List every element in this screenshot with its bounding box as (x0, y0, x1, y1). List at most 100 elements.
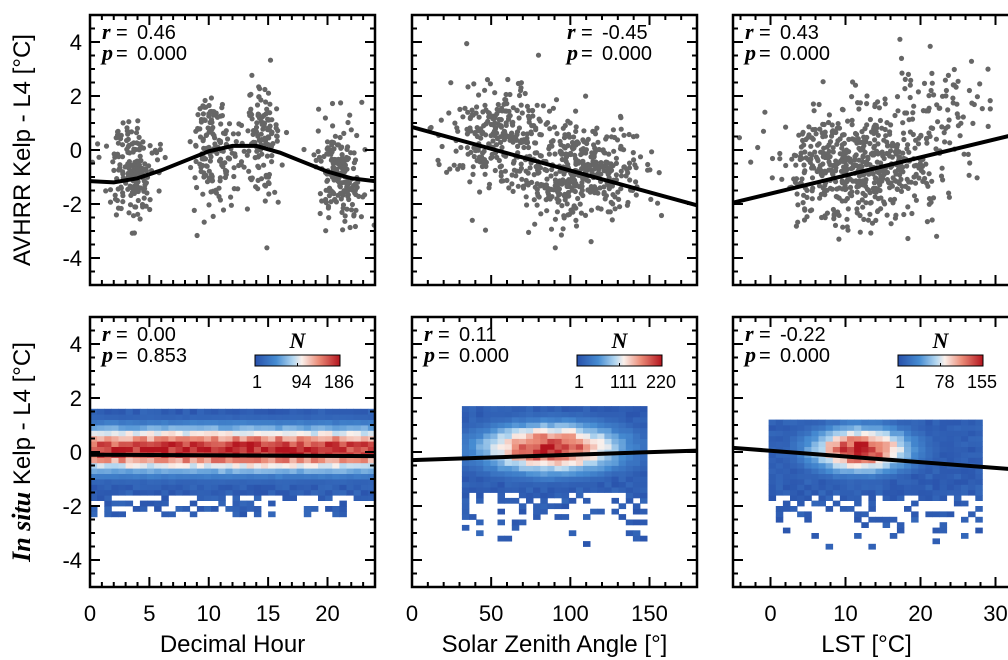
heatmap-cell (139, 457, 148, 464)
heatmap-cell (332, 414, 340, 420)
scatter-point (904, 176, 910, 182)
heatmap-cell (111, 479, 119, 485)
heatmap-cell (832, 462, 841, 469)
heatmap-cell (511, 497, 520, 504)
scatter-point (841, 167, 847, 173)
heatmap-cell (953, 479, 962, 485)
heatmap-cell (526, 406, 534, 412)
scatter-point (920, 108, 927, 114)
heatmap-cell (961, 473, 969, 480)
heatmap-cell (490, 449, 498, 456)
scatter-point (525, 180, 532, 186)
scatter-point (836, 236, 842, 242)
heatmap-cell (604, 460, 612, 466)
heatmap-cell (911, 516, 919, 523)
heatmap-cell (775, 484, 784, 491)
scatter-point (879, 149, 885, 155)
heatmap-cell (904, 484, 912, 491)
heatmap-cell (296, 414, 305, 420)
heatmap-cell (904, 479, 912, 485)
heatmap-cell (832, 484, 841, 491)
heatmap-cell (90, 484, 98, 491)
scatter-point (359, 99, 365, 105)
stat-equals: = (759, 22, 771, 44)
heatmap-cell (540, 470, 548, 477)
stat-equals: = (759, 43, 771, 65)
scatter-point (565, 118, 571, 124)
heatmap-cell (90, 506, 98, 512)
heatmap-cell (483, 406, 491, 412)
scatter-point (344, 183, 350, 189)
scatter-point (878, 195, 884, 201)
heatmap-cell (568, 422, 577, 429)
heatmap-cell (310, 506, 319, 512)
heatmap-cell (854, 484, 862, 491)
scatter-point (134, 183, 140, 189)
scatter-point (587, 166, 593, 172)
heatmap-cell (318, 414, 326, 420)
heatmap-cell (111, 462, 119, 469)
heatmap-cell (583, 438, 591, 445)
heatmap-cell (889, 473, 898, 480)
scatter-point (482, 171, 488, 177)
scatter-point (844, 216, 850, 222)
heatmap-cell (246, 462, 255, 469)
heatmap-cell (511, 481, 520, 488)
heatmap-cell (882, 516, 891, 523)
heatmap-cell (239, 425, 248, 431)
scatter-point (193, 158, 199, 165)
scatter-point (152, 147, 158, 153)
scatter-point (824, 187, 830, 193)
heatmap-cell (526, 443, 534, 450)
scatter-point (839, 186, 846, 192)
scatter-point (504, 108, 510, 114)
scatter-point (325, 151, 331, 157)
scatter-point (926, 201, 932, 207)
heatmap-cell (253, 425, 262, 431)
heatmap-cell (547, 406, 555, 412)
scatter-point (333, 160, 339, 166)
heatmap-cell (504, 449, 513, 456)
scatter-point (471, 81, 477, 87)
heatmap-cell (239, 441, 248, 447)
heatmap-cell (782, 484, 791, 491)
scatter-point (863, 200, 869, 206)
scatter-point (859, 197, 865, 203)
heatmap-cell (782, 457, 791, 464)
scatter-point (883, 133, 889, 139)
scatter-point (228, 194, 234, 200)
scatter-point (571, 204, 577, 210)
scatter-point (913, 137, 919, 143)
stat-symbol: r (745, 19, 754, 44)
scatter-point (839, 106, 846, 112)
heatmap-cell (811, 533, 819, 539)
stat-symbol: p (100, 40, 113, 65)
heatmap-cell (196, 446, 205, 453)
heatmap-cell (811, 441, 819, 447)
heatmap-cell (318, 495, 326, 501)
heatmap-cell (296, 435, 305, 442)
scatter-point (594, 147, 600, 153)
heatmap-cell (268, 489, 276, 496)
scatter-point (340, 227, 346, 233)
heatmap-cell (839, 473, 848, 480)
heatmap-cell (232, 419, 240, 426)
heatmap-cell (139, 414, 148, 420)
scatter-point (594, 125, 600, 131)
heatmap-cell (497, 427, 505, 434)
scatter-point (200, 111, 206, 117)
heatmap-cell (139, 500, 148, 507)
heatmap-cell (125, 425, 134, 431)
scatter-point (869, 170, 876, 176)
scatter-point (133, 204, 139, 210)
heatmap-cell (782, 452, 791, 458)
heatmap-cell (353, 408, 362, 415)
scatter-point (906, 149, 912, 155)
heatmap-cell (854, 479, 862, 485)
scatter-point (118, 205, 124, 212)
scatter-point (212, 135, 218, 141)
heatmap-cell (975, 495, 983, 501)
heatmap-cell (497, 492, 505, 499)
